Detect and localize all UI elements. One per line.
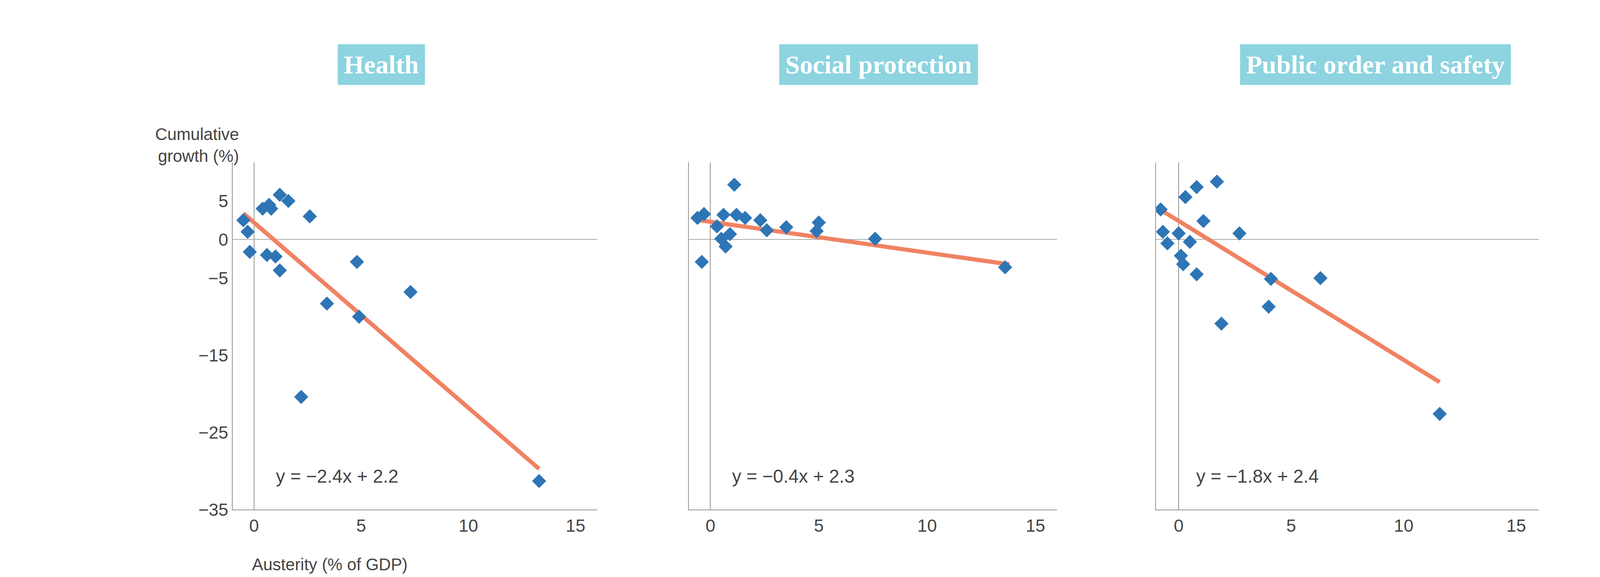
svg-text:10: 10	[917, 515, 938, 536]
svg-text:Health: Health	[343, 50, 419, 79]
svg-text:y = −2.4x + 2.2: y = −2.4x + 2.2	[275, 465, 399, 487]
svg-text:0: 0	[218, 229, 229, 250]
svg-text:15: 15	[1506, 515, 1527, 536]
svg-text:y = −1.8x + 2.4: y = −1.8x + 2.4	[1196, 465, 1319, 487]
svg-text:5: 5	[813, 515, 824, 536]
svg-text:0: 0	[1173, 515, 1184, 536]
svg-text:5: 5	[218, 191, 229, 211]
svg-text:−25: −25	[198, 422, 229, 443]
svg-text:Cumulativegrowth (%): Cumulativegrowth (%)	[155, 124, 239, 166]
svg-text:y = −0.4x + 2.3: y = −0.4x + 2.3	[732, 465, 855, 487]
svg-text:5: 5	[356, 515, 367, 536]
svg-text:−35: −35	[198, 499, 229, 520]
svg-text:Public order and safety: Public order and safety	[1246, 50, 1505, 79]
svg-text:−5: −5	[208, 268, 229, 289]
svg-text:0: 0	[249, 515, 259, 536]
svg-text:15: 15	[565, 515, 586, 536]
svg-text:0: 0	[705, 515, 716, 536]
svg-text:−15: −15	[198, 345, 229, 366]
svg-text:Social protection: Social protection	[785, 50, 972, 79]
svg-text:5: 5	[1286, 515, 1297, 536]
svg-text:10: 10	[458, 515, 479, 536]
svg-text:15: 15	[1025, 515, 1046, 536]
svg-text:Austerity (% of GDP): Austerity (% of GDP)	[251, 555, 408, 574]
svg-text:10: 10	[1393, 515, 1414, 536]
